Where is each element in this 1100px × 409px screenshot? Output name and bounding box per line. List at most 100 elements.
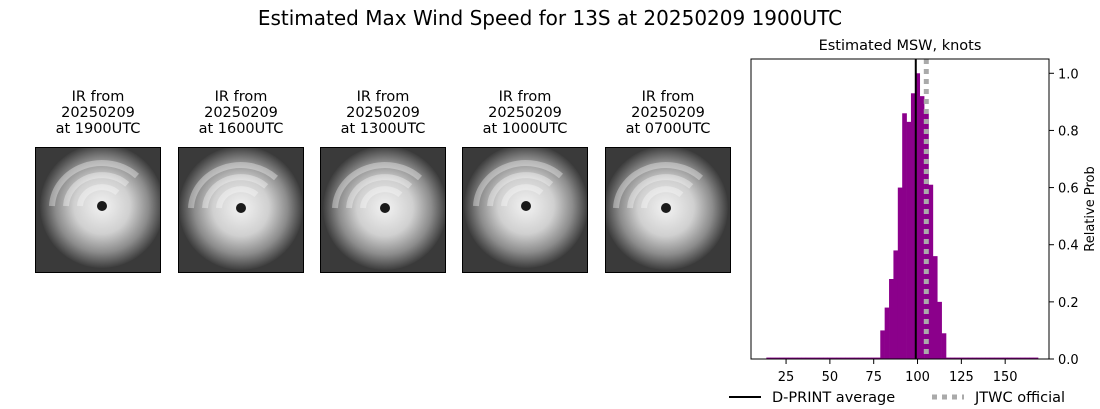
y-tick-label: 0.8 bbox=[1058, 124, 1079, 139]
histogram-bar bbox=[1002, 357, 1008, 359]
histogram-bar bbox=[814, 357, 820, 359]
histogram-bar bbox=[810, 357, 815, 359]
histogram-bar bbox=[1024, 357, 1030, 359]
panel-label-date: 20250209 bbox=[61, 105, 135, 121]
histogram-bar bbox=[1033, 357, 1039, 359]
histogram-bar bbox=[893, 250, 899, 359]
ir-panel-1000: IR from 20250209 at 1000UTC bbox=[462, 89, 588, 273]
panel-label: IR from 20250209 at 1300UTC bbox=[320, 89, 446, 137]
x-tick-label: 25 bbox=[778, 370, 795, 385]
y-tick-label: 0.0 bbox=[1058, 353, 1079, 368]
panel-label-date: 20250209 bbox=[488, 105, 562, 121]
histogram-bar bbox=[875, 357, 881, 359]
histogram-bar bbox=[840, 357, 846, 359]
panel-label-line: IR from bbox=[641, 89, 695, 105]
ir-panel-1300: IR from 20250209 at 1300UTC bbox=[320, 89, 446, 273]
panel-label-time: at 0700UTC bbox=[625, 121, 711, 137]
histogram-bar bbox=[1007, 357, 1013, 359]
histogram-bar bbox=[959, 357, 964, 359]
histogram-bar bbox=[954, 357, 960, 359]
histogram-bar bbox=[989, 357, 995, 359]
panel-label-date: 20250209 bbox=[204, 105, 278, 121]
histogram-bar bbox=[902, 113, 907, 360]
histogram-bar bbox=[919, 96, 925, 360]
panel-label: IR from 20250209 at 0700UTC bbox=[605, 89, 731, 137]
histogram-bar bbox=[867, 357, 872, 359]
y-tick-label: 1.0 bbox=[1058, 67, 1079, 82]
histogram-bar bbox=[897, 187, 903, 359]
histogram-bar bbox=[849, 357, 855, 359]
histogram-bar bbox=[981, 357, 986, 359]
histogram-bar bbox=[915, 73, 921, 360]
histogram-bar bbox=[823, 357, 828, 359]
x-tick-label: 150 bbox=[993, 370, 1018, 385]
panel-label-date: 20250209 bbox=[346, 105, 420, 121]
histogram-bar bbox=[985, 357, 991, 359]
legend-dprint-label: D-PRINT average bbox=[772, 390, 895, 406]
histogram-bar bbox=[788, 357, 793, 359]
histogram-bar bbox=[766, 357, 772, 359]
x-tick-label: 50 bbox=[822, 370, 839, 385]
histogram-bar bbox=[858, 357, 864, 359]
histogram-bar bbox=[932, 256, 938, 359]
y-axis-label: Relative Prob bbox=[1083, 166, 1098, 251]
y-tick-label: 0.4 bbox=[1058, 239, 1079, 254]
x-tick-label: 100 bbox=[905, 370, 930, 385]
panel-label-time: at 1900UTC bbox=[55, 121, 141, 137]
ir-panel-1900: IR from 20250209 at 1900UTC bbox=[35, 89, 161, 273]
histogram-bar bbox=[1016, 357, 1021, 359]
ir-satellite-image bbox=[178, 147, 304, 273]
histogram-bar bbox=[818, 357, 824, 359]
histogram-bar bbox=[928, 184, 934, 359]
histogram-bar bbox=[941, 333, 947, 359]
x-tick-label: 75 bbox=[865, 370, 882, 385]
histogram-bar bbox=[1011, 357, 1017, 359]
panel-label: IR from 20250209 at 1600UTC bbox=[178, 89, 304, 137]
histogram-bar bbox=[963, 357, 969, 359]
ir-panel-1600: IR from 20250209 at 1600UTC bbox=[178, 89, 304, 273]
histogram-bar bbox=[994, 357, 999, 359]
panel-label-date: 20250209 bbox=[631, 105, 705, 121]
histogram-bar bbox=[792, 357, 798, 359]
histogram-bar bbox=[880, 330, 885, 359]
histogram-bar bbox=[946, 357, 951, 359]
histogram-bar bbox=[853, 357, 859, 359]
histogram-bar bbox=[950, 357, 956, 359]
panel-label-line: IR from bbox=[214, 89, 268, 105]
panel-label-line: IR from bbox=[498, 89, 552, 105]
plot-frame bbox=[750, 58, 1050, 360]
histogram-bar bbox=[827, 357, 833, 359]
figure-title: Estimated Max Wind Speed for 13S at 2025… bbox=[257, 6, 843, 30]
panel-label-time: at 1000UTC bbox=[482, 121, 568, 137]
y-tick-label: 0.6 bbox=[1058, 182, 1079, 197]
histogram-bar bbox=[910, 93, 916, 360]
panel-label-time: at 1600UTC bbox=[198, 121, 284, 137]
histogram-bar bbox=[1020, 357, 1026, 359]
histogram-bar bbox=[779, 357, 785, 359]
histogram-bar bbox=[871, 357, 877, 359]
y-tick-label: 0.2 bbox=[1058, 296, 1079, 311]
histogram-bar bbox=[845, 357, 850, 359]
histogram-bar bbox=[998, 357, 1004, 359]
histogram-bar bbox=[775, 357, 780, 359]
ir-satellite-image bbox=[605, 147, 731, 273]
histogram-bar bbox=[889, 279, 894, 359]
ir-satellite-image bbox=[320, 147, 446, 273]
histogram-bar bbox=[797, 357, 802, 359]
histogram-bar bbox=[972, 357, 977, 359]
panel-label: IR from 20250209 at 1900UTC bbox=[35, 89, 161, 137]
histogram-bar bbox=[805, 357, 811, 359]
ir-panel-0700: IR from 20250209 at 0700UTC bbox=[605, 89, 731, 273]
histogram-bar bbox=[924, 113, 929, 360]
histogram-bar bbox=[862, 357, 868, 359]
legend-jtwc-label: JTWC official bbox=[974, 390, 1065, 406]
histogram-bar bbox=[967, 357, 973, 359]
panel-label-line: IR from bbox=[356, 89, 410, 105]
ir-satellite-image bbox=[462, 147, 588, 273]
histogram-bar bbox=[783, 357, 789, 359]
ir-satellite-image bbox=[35, 147, 161, 273]
histogram-bar bbox=[770, 357, 776, 359]
histogram-bar bbox=[976, 357, 982, 359]
histogram-bar bbox=[1029, 357, 1034, 359]
